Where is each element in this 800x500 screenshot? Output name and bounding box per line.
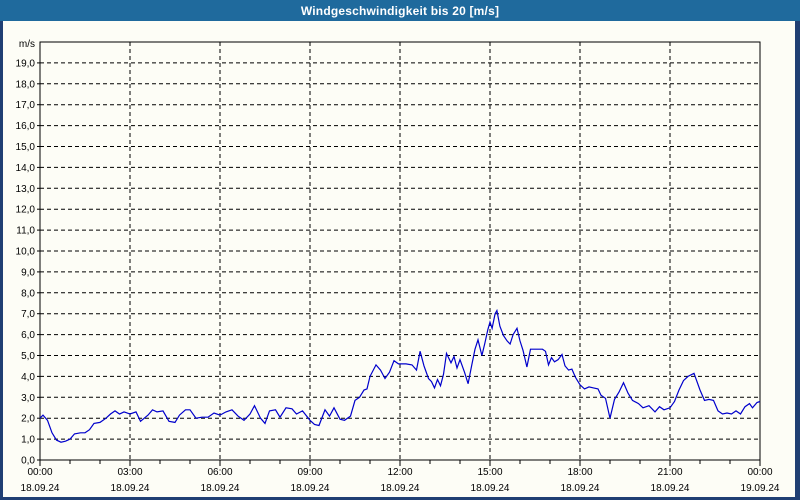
y-tick-label: 6,0 — [21, 330, 35, 341]
y-tick-label: 2,0 — [21, 414, 35, 425]
y-tick-label: 1,0 — [21, 435, 35, 446]
y-tick-label: 19,0 — [16, 58, 36, 69]
y-tick-label: 16,0 — [16, 121, 36, 132]
plot-frame — [39, 41, 761, 461]
x-tick-time-label: 18:00 — [567, 467, 592, 478]
y-tick-label: 8,0 — [21, 288, 35, 299]
x-tick-date-label: 18.09.24 — [651, 483, 690, 494]
x-tick-time-label: 00:00 — [27, 467, 52, 478]
x-tick-time-label: 09:00 — [297, 467, 322, 478]
x-tick-time-label: 06:00 — [207, 467, 232, 478]
x-tick-date-label: 19.09.24 — [741, 483, 780, 494]
y-axis-unit-label: m/s — [19, 39, 35, 50]
y-tick-label: 9,0 — [21, 267, 35, 278]
x-tick-date-label: 18.09.24 — [561, 483, 600, 494]
y-tick-label: 0,0 — [21, 456, 35, 467]
chart-content: 0,0 1,0 2,0 3,0 4,0 5,0 6,0 7,0 8,0 9,0 10,0 11,0 12… — [3, 21, 795, 497]
x-tick-date-label: 18.09.24 — [21, 483, 60, 494]
x-tick-time-label: 00:00 — [747, 467, 772, 478]
x-tick-time-label: 03:00 — [117, 467, 142, 478]
wind-speed-line — [39, 308, 761, 443]
y-tick-label: 5,0 — [21, 351, 35, 362]
x-tick-time-label: 21:00 — [657, 467, 682, 478]
y-tick-label: 11,0 — [16, 226, 35, 237]
x-tick-date-label: 18.09.24 — [471, 483, 510, 494]
x-tick-time-label: 15:00 — [477, 467, 502, 478]
title-bar: Windgeschwindigkeit bis 20 [m/s] — [0, 0, 800, 21]
y-tick-label: 14,0 — [16, 163, 36, 174]
y-tick-label: 17,0 — [16, 100, 36, 111]
y-tick-label: 12,0 — [16, 205, 36, 216]
y-tick-label: 15,0 — [16, 142, 36, 153]
y-tick-label: 13,0 — [16, 184, 36, 195]
x-tick-date-label: 18.09.24 — [291, 483, 330, 494]
y-tick-label: 4,0 — [21, 372, 35, 383]
x-tick-time-label: 12:00 — [387, 467, 412, 478]
chart-title: Windgeschwindigkeit bis 20 [m/s] — [300, 3, 500, 18]
x-tick-date-label: 18.09.24 — [111, 483, 150, 494]
y-tick-label: 10,0 — [16, 247, 36, 258]
x-tick-date-label: 18.09.24 — [381, 483, 420, 494]
y-tick-label: 7,0 — [21, 309, 35, 320]
wind-speed-chart: 0,0 1,0 2,0 3,0 4,0 5,0 6,0 7,0 8,0 9,0 10,0 11,0 12… — [16, 39, 780, 494]
y-tick-label: 3,0 — [21, 393, 35, 404]
y-tick-label: 18,0 — [16, 79, 36, 90]
x-tick-date-label: 18.09.24 — [201, 483, 240, 494]
